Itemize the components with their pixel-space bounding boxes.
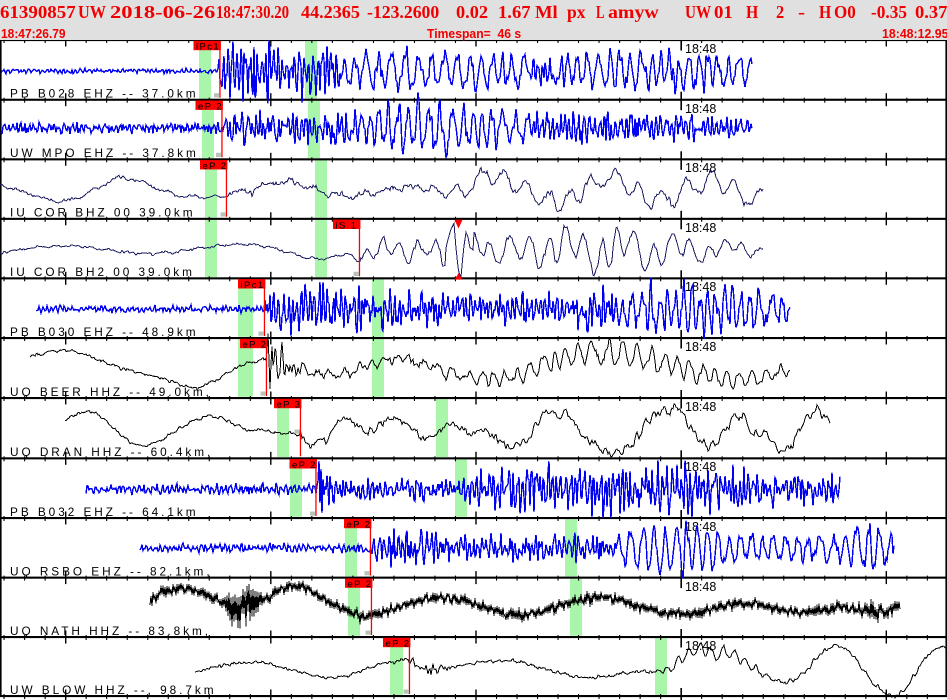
svg-text:18:48: 18:48 [685,161,716,175]
svg-text:18:48: 18:48 [685,580,716,594]
svg-text:PB B032 EHZ -- 64.1km: PB B032 EHZ -- 64.1km [10,505,198,519]
svg-text:18:48: 18:48 [685,221,716,235]
svg-text:UQ BEER HHZ -- 49.0km,: UQ BEER HHZ -- 49.0km, [10,385,212,399]
svg-text:iPc1: iPc1 [241,280,265,291]
svg-text:UW MPO EHZ -- 37.8km: UW MPO EHZ -- 37.8km [10,146,199,160]
svg-text:eP 3: eP 3 [277,400,302,411]
svg-text:UQ RSBO EHZ -- 82.1km,: UQ RSBO EHZ -- 82.1km, [10,564,213,578]
svg-text:18:48: 18:48 [685,460,716,474]
svg-text:eP 2: eP 2 [292,460,317,471]
svg-text:18:48: 18:48 [685,340,716,354]
svg-text:IU COR BH2 00 39.0km: IU COR BH2 00 39.0km [10,265,195,279]
svg-text:IU COR BHZ 00 39.0km: IU COR BHZ 00 39.0km [10,206,196,220]
svg-text:UW BLOW HHZ --, 98.7km: UW BLOW HHZ --, 98.7km [10,683,216,697]
svg-text:eP 2: eP 2 [386,639,411,650]
svg-text:eP 2: eP 2 [348,579,373,590]
svg-text:eP 2: eP 2 [347,520,372,531]
svg-text:eP 2: eP 2 [198,101,223,112]
svg-text:18:48: 18:48 [685,400,716,414]
svg-text:18:48: 18:48 [685,520,716,534]
svg-text:PB B028 EHZ -- 37.0km: PB B028 EHZ -- 37.0km [10,87,198,101]
svg-text:iPc1: iPc1 [196,42,220,53]
svg-text:PB B030 EHZ -- 48.9km: PB B030 EHZ -- 48.9km [10,325,198,339]
svg-text:UQ NATH HHZ -- 83.8km,: UQ NATH HHZ -- 83.8km, [10,624,211,638]
svg-text:18:48: 18:48 [685,42,716,56]
svg-text:18:48: 18:48 [685,639,716,653]
svg-text:eP 2: eP 2 [243,340,268,351]
svg-text:18:48: 18:48 [685,102,716,116]
svg-text:iS 1: iS 1 [336,220,358,231]
svg-text:eP 2: eP 2 [203,161,228,172]
svg-text:18:48: 18:48 [685,280,716,294]
svg-text:UQ DRAN HHZ -- 60.4km,: UQ DRAN HHZ -- 60.4km, [10,445,213,459]
